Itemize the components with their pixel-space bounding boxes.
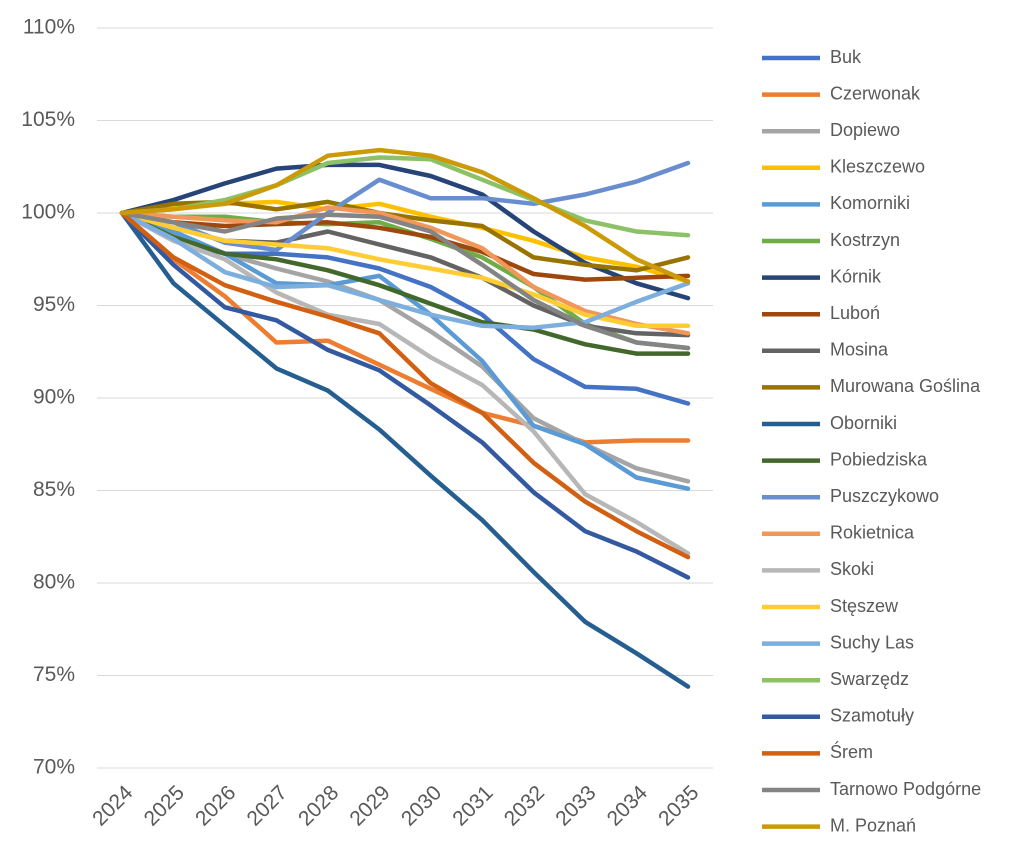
x-tick-label: 2035 xyxy=(654,781,703,830)
legend-label: Skoki xyxy=(830,559,874,579)
x-tick-label: 2028 xyxy=(294,781,343,830)
legend-label: Pobiedziska xyxy=(830,449,928,469)
legend-label: Buk xyxy=(830,47,862,67)
legend-label: Luboń xyxy=(830,303,880,323)
legend-label: Szamotuły xyxy=(830,706,914,726)
x-tick-label: 2025 xyxy=(140,781,189,830)
legend-label: Rokietnica xyxy=(830,523,915,543)
y-tick-label: 95% xyxy=(33,293,75,316)
y-tick-label: 100% xyxy=(21,201,75,224)
x-tick-label: 2026 xyxy=(191,781,240,830)
legend-label: Śrem xyxy=(830,741,873,762)
legend-label: Kórnik xyxy=(830,266,882,286)
x-tick-label: 2030 xyxy=(397,781,446,830)
legend-label: Puszczykowo xyxy=(830,486,939,506)
series-line xyxy=(119,210,691,351)
x-tick-label: 2031 xyxy=(448,781,497,830)
series-line xyxy=(119,210,691,330)
y-tick-label: 80% xyxy=(33,571,75,594)
series-line xyxy=(119,210,691,560)
series-line xyxy=(119,210,691,445)
series-line xyxy=(119,147,691,284)
legend-label: Mosina xyxy=(830,340,889,360)
series-line xyxy=(119,210,691,356)
series-line xyxy=(119,210,691,580)
y-tick-label: 70% xyxy=(33,756,75,779)
legend-label: Kleszczewo xyxy=(830,157,925,177)
series-line xyxy=(119,155,691,238)
x-tick-label: 2033 xyxy=(551,781,600,830)
x-tick-label: 2027 xyxy=(243,781,292,830)
legend-label: Czerwonak xyxy=(830,83,921,103)
x-tick-label: 2032 xyxy=(500,781,549,830)
y-tick-label: 75% xyxy=(33,663,75,686)
legend-label: Kostrzyn xyxy=(830,230,900,250)
legend-label: Swarzędz xyxy=(830,669,909,689)
legend-label: Suchy Las xyxy=(830,632,914,652)
legend-label: Komorniki xyxy=(830,193,910,213)
legend-label: Dopiewo xyxy=(830,120,900,140)
y-tick-label: 105% xyxy=(21,108,75,131)
x-tick-label: 2024 xyxy=(88,781,138,831)
legend-label: M. Poznań xyxy=(830,815,916,835)
x-tick-label: 2029 xyxy=(345,781,394,830)
x-tick-label: 2034 xyxy=(603,781,653,831)
legend-label: Oborniki xyxy=(830,413,897,433)
y-tick-label: 85% xyxy=(33,478,75,501)
y-tick-label: 90% xyxy=(33,386,75,409)
series-line xyxy=(119,210,691,282)
legend-label: Tarnowo Podgórne xyxy=(830,779,981,799)
series-line xyxy=(119,210,691,556)
series-line xyxy=(119,210,691,689)
series-line xyxy=(119,205,691,336)
legend-label: Stęszew xyxy=(830,596,899,616)
y-tick-label: 110% xyxy=(23,16,75,39)
legend-label: Murowana Goślina xyxy=(830,376,981,396)
